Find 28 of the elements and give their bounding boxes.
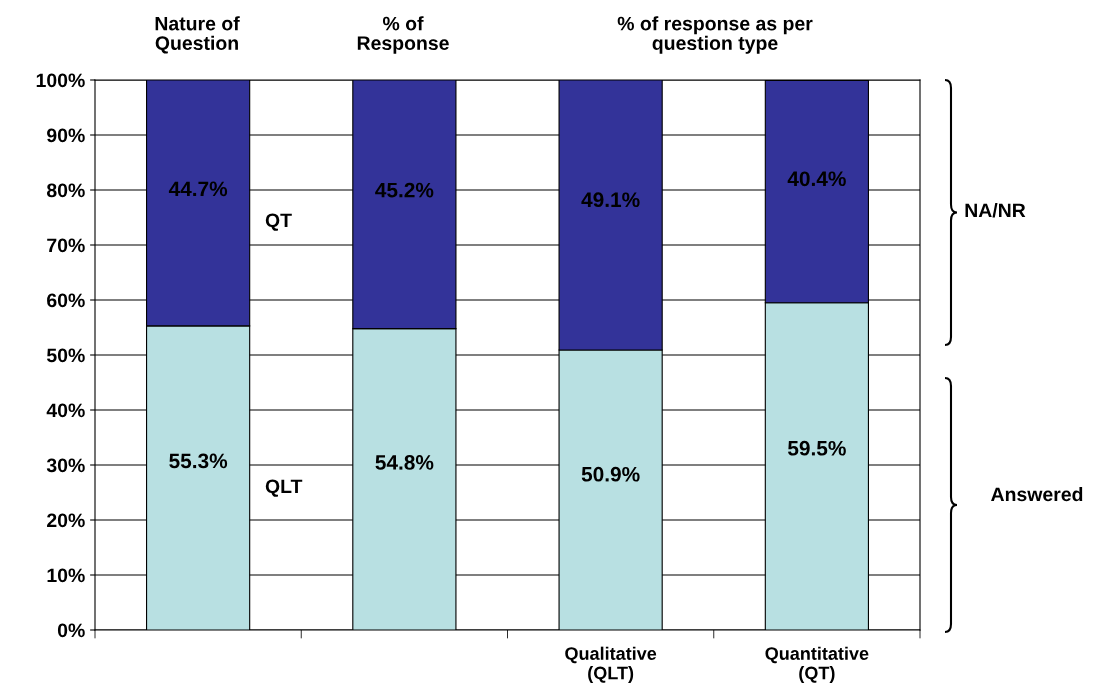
- y-tick-label: 60%: [47, 293, 85, 308]
- text: 54.8%: [375, 455, 434, 470]
- text: Answered: [991, 486, 1083, 502]
- text: 50.9%: [581, 466, 640, 482]
- text: 40.4%: [787, 171, 846, 187]
- y-tick-label: 100%: [36, 73, 85, 88]
- text: 59.5%: [787, 440, 846, 456]
- y-tick-label: 50%: [46, 348, 85, 363]
- y-tick-label: 30%: [46, 458, 85, 473]
- x-tick-label: Qualitative (QLT): [565, 646, 657, 683]
- y-tick-label: 80%: [46, 183, 85, 198]
- x-tick-label: Quantitative (QT): [765, 646, 869, 683]
- y-tick-label: 10%: [47, 568, 85, 583]
- annotation: QT: [265, 213, 292, 231]
- text: % of response as per question type: [617, 16, 813, 54]
- text: Nature of Question: [155, 16, 240, 54]
- y-tick-label: 20%: [47, 513, 85, 528]
- text: 45.2%: [375, 182, 434, 198]
- text: % of Response: [357, 16, 449, 54]
- y-tick-label: 0%: [57, 623, 85, 638]
- y-tick-label: 90%: [47, 128, 85, 143]
- text: NA/NR: [965, 202, 1026, 218]
- text: 49.1%: [581, 192, 640, 208]
- annotation: QLT: [265, 479, 303, 497]
- text: 44.7%: [168, 181, 228, 197]
- text: 55.3%: [169, 453, 228, 469]
- y-tick-label: 40%: [46, 403, 85, 418]
- y-tick-label: 70%: [47, 238, 85, 253]
